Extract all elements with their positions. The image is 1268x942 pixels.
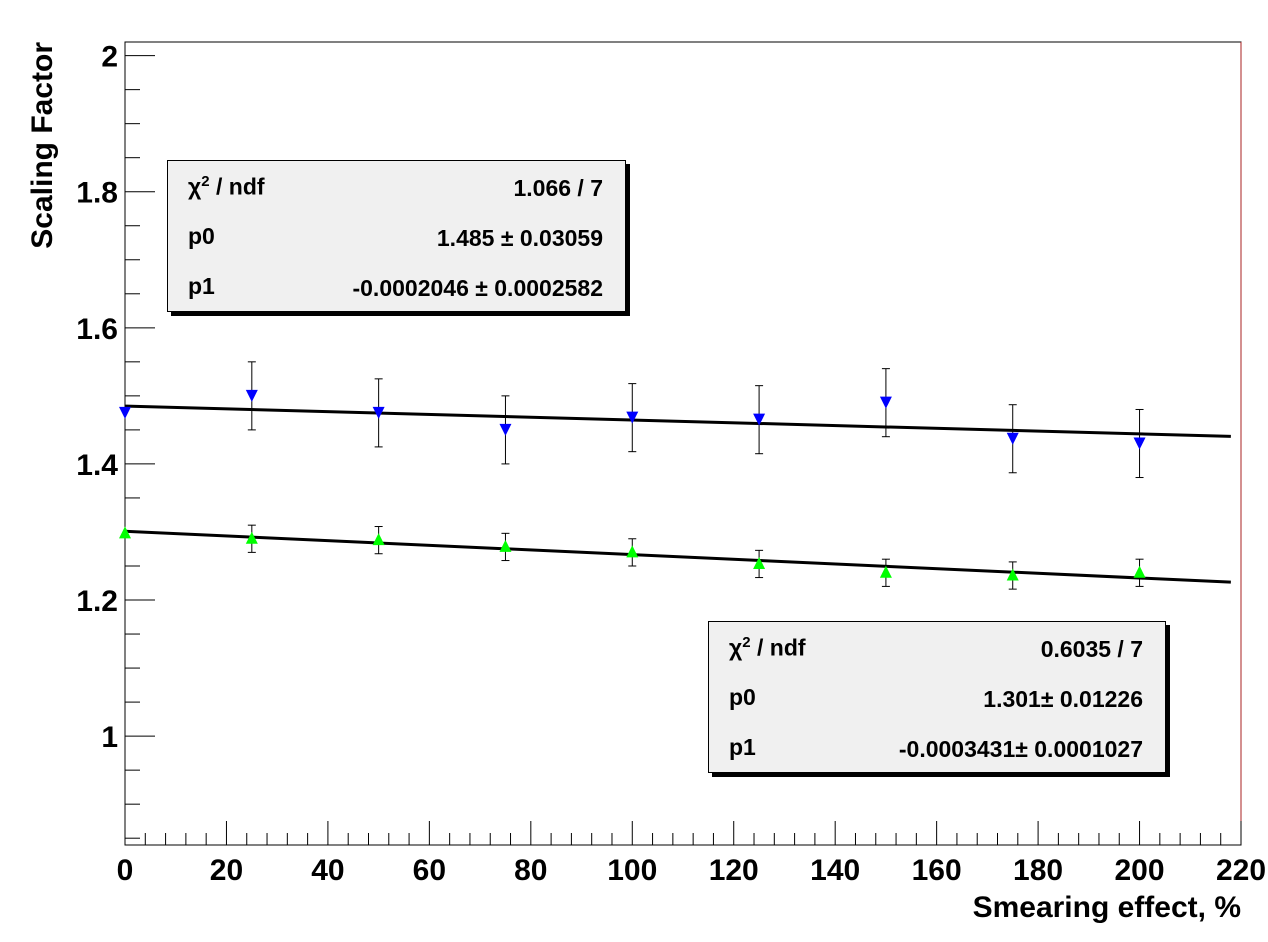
y-tick-label: 1.6 xyxy=(76,313,118,346)
data-point-blue xyxy=(499,423,512,436)
data-point-green xyxy=(879,565,892,578)
stats-label-p0: p0 xyxy=(729,684,756,710)
data-point-blue xyxy=(753,413,766,426)
stats-value-p1: -0.0003431± 0.0001027 xyxy=(898,736,1143,762)
stats-row-p0: p0 1.301± 0.01226 xyxy=(709,674,1165,724)
data-point-green xyxy=(119,526,131,539)
stats-value-p1: -0.0002046 ± 0.0002582 xyxy=(352,275,603,301)
fit-stats-box-green: χ2 / ndf 0.6035 / 7 p0 1.301± 0.01226 p1… xyxy=(708,621,1166,773)
data-point-green xyxy=(1006,568,1019,581)
data-point-blue xyxy=(1133,437,1146,450)
stats-label-p0: p0 xyxy=(188,223,215,249)
stats-row-chi2: χ2 / ndf 1.066 / 7 xyxy=(168,163,625,213)
data-point-green xyxy=(1133,565,1146,578)
y-tick-label: 2 xyxy=(101,41,118,74)
stats-row-chi2: χ2 / ndf 0.6035 / 7 xyxy=(709,624,1165,674)
axis-ticks xyxy=(124,55,1242,845)
x-tick-label: 80 xyxy=(514,854,547,887)
x-tick-label: 120 xyxy=(709,854,759,887)
x-tick-labels: 0 20 40 60 80 100 120 140 160 180 200 220 xyxy=(117,854,1266,887)
data-point-green xyxy=(626,545,639,558)
x-tick-label: 20 xyxy=(210,854,243,887)
fit-line-1 xyxy=(124,529,1231,584)
fit-lines xyxy=(124,404,1231,584)
x-tick-label: 200 xyxy=(1115,854,1165,887)
stats-label-chi2: χ2 / ndf xyxy=(188,173,265,200)
stats-value-chi2: 1.066 / 7 xyxy=(513,175,603,201)
data-point-blue xyxy=(119,406,131,419)
data-point-blue xyxy=(626,411,639,424)
data-points xyxy=(119,361,1146,590)
y-tick-label: 1.2 xyxy=(76,585,118,618)
x-tick-label: 180 xyxy=(1013,854,1063,887)
x-tick-label: 100 xyxy=(607,854,657,887)
x-tick-label: 40 xyxy=(311,854,344,887)
y-tick-label: 1 xyxy=(101,721,118,754)
x-tick-label: 220 xyxy=(1216,854,1266,887)
data-point-green xyxy=(245,531,258,544)
stats-label-p1: p1 xyxy=(188,273,215,299)
x-tick-label: 0 xyxy=(117,854,134,887)
x-tick-label: 140 xyxy=(810,854,860,887)
data-point-green xyxy=(753,556,766,569)
x-tick-label: 60 xyxy=(413,854,446,887)
data-point-blue xyxy=(245,389,258,402)
stats-value-p0: 1.485 ± 0.03059 xyxy=(436,225,603,251)
stats-row-p1: p1 -0.0002046 ± 0.0002582 xyxy=(168,263,625,313)
data-point-green xyxy=(372,533,385,546)
stats-label-chi2: χ2 / ndf xyxy=(729,634,806,661)
data-point-green xyxy=(499,539,512,552)
stats-label-p1: p1 xyxy=(729,734,756,760)
data-point-blue xyxy=(1006,432,1019,445)
stats-row-p1: p1 -0.0003431± 0.0001027 xyxy=(709,724,1165,774)
data-point-blue xyxy=(372,406,385,419)
fit-line-0 xyxy=(124,404,1231,438)
x-tick-label: 160 xyxy=(912,854,962,887)
stats-value-p0: 1.301± 0.01226 xyxy=(983,686,1143,712)
x-axis-label: Smearing effect, % xyxy=(973,891,1241,924)
fit-stats-box-blue: χ2 / ndf 1.066 / 7 p0 1.485 ± 0.03059 p1… xyxy=(167,160,626,312)
y-axis-label: Scaling Factor xyxy=(26,42,59,249)
y-tick-label: 1.8 xyxy=(76,177,118,210)
y-tick-labels: 1 1.2 1.4 1.6 1.8 2 xyxy=(76,41,118,755)
y-tick-label: 1.4 xyxy=(76,449,118,482)
stats-row-p0: p0 1.485 ± 0.03059 xyxy=(168,213,625,263)
stats-value-chi2: 0.6035 / 7 xyxy=(1040,636,1143,662)
data-point-blue xyxy=(879,396,892,409)
